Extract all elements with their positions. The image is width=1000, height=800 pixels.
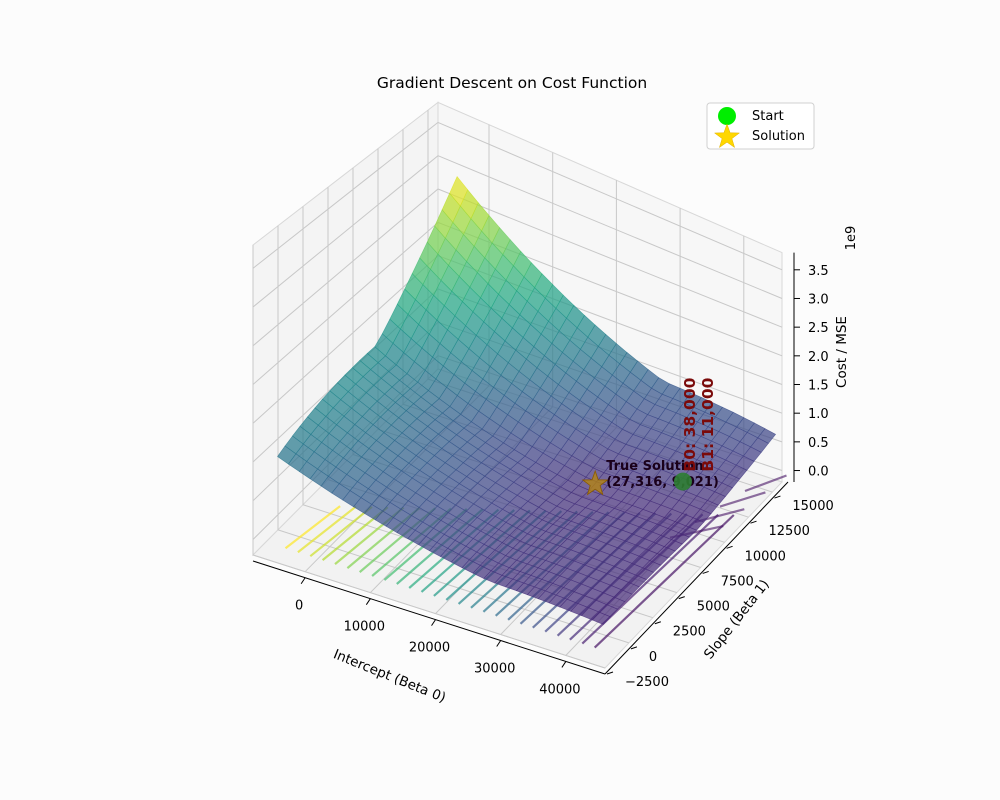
x-tick-label: 40000 <box>539 682 580 697</box>
grid-line-z <box>252 155 783 308</box>
y-tick-label: −2500 <box>625 675 669 690</box>
contour-line <box>284 505 341 550</box>
y-tick-mark <box>750 520 757 524</box>
contour-line <box>297 505 357 554</box>
y-tick-mark <box>654 621 661 625</box>
y-tick-mark <box>630 646 638 650</box>
legend-solution-marker <box>713 123 741 149</box>
z-tick-label: 2.0 <box>808 350 829 365</box>
grid-line-z <box>252 121 783 271</box>
y-tick-mark <box>774 495 781 499</box>
y-tick-mark <box>606 671 614 675</box>
x-tick-mark <box>365 598 371 605</box>
y-axis-label: Slope (Beta 1) <box>701 577 773 663</box>
z-axis-label: Cost / MSE <box>834 316 850 388</box>
y-tick-mark <box>726 545 733 549</box>
cost-surface <box>277 176 777 625</box>
z-tick-label: 0.0 <box>808 465 829 480</box>
start-marker <box>673 472 692 491</box>
solution-marker <box>581 469 609 496</box>
y-tick-label: 10000 <box>745 549 786 564</box>
x-tick-mark <box>431 619 436 626</box>
contour-line <box>593 514 735 649</box>
x-tick-mark <box>300 577 306 585</box>
x-tick-labels: 0 10000 20000 30000 40000 <box>295 577 581 697</box>
solution-label-line1: True Solution <box>606 459 703 474</box>
y-tick-mark <box>678 596 685 600</box>
y-tick-labels: −2500 0 2500 5000 7500 10000 12500 15000 <box>606 495 834 690</box>
start-label-line1: B0: 38,000 <box>681 377 699 471</box>
legend-start-marker <box>718 107 736 125</box>
z-tick-labels: 0.0 0.5 1.0 1.5 2.0 2.5 3.0 3.5 <box>794 264 829 480</box>
y-axis-line <box>604 481 789 675</box>
y-tick-label: 2500 <box>673 625 706 640</box>
contour-line <box>309 505 373 558</box>
x-tick-label: 20000 <box>409 641 450 656</box>
axis-lines <box>252 252 795 675</box>
legend-solution-label: Solution <box>752 129 805 144</box>
grid-line-y <box>252 245 606 669</box>
y-tick-label: 12500 <box>769 524 810 539</box>
y-tick-label: 15000 <box>792 499 833 514</box>
grid-line-y <box>277 225 630 644</box>
solution-label-line2: (27,316, 9,021) <box>606 475 719 490</box>
y-tick-label: 5000 <box>697 600 730 615</box>
z-tick-label: 3.0 <box>808 293 829 308</box>
z-tick-label: 1.0 <box>808 407 829 422</box>
contour-line <box>744 474 787 493</box>
chart-title: Gradient Descent on Cost Function <box>377 74 647 92</box>
z-tick-label: 2.5 <box>808 321 829 336</box>
y-tick-mark <box>702 570 709 574</box>
y-tick-label: 7500 <box>721 575 754 590</box>
z-offset-label: 1e9 <box>844 226 859 251</box>
x-tick-label: 30000 <box>474 662 515 677</box>
y-tick-label: 0 <box>649 650 657 665</box>
z-tick-label: 3.5 <box>808 264 829 279</box>
x-axis-line <box>252 560 606 675</box>
start-label-line2: B1: 11,000 <box>699 377 717 471</box>
contour-line <box>719 491 766 508</box>
x-tick-label: 10000 <box>344 620 385 635</box>
z-tick-label: 0.5 <box>808 436 829 451</box>
grid-line-z <box>252 188 783 347</box>
x-tick-mark <box>496 640 502 647</box>
z-tick-label: 1.5 <box>808 379 829 394</box>
x-tick-label: 0 <box>295 599 303 614</box>
points: True Solution(27,316, 9,021) B0: 38,000 B1… <box>581 377 719 496</box>
legend: Start Solution <box>706 102 815 150</box>
surface-patch <box>277 445 297 465</box>
x-tick-mark <box>561 661 567 668</box>
legend-start-label: Start <box>752 109 784 124</box>
